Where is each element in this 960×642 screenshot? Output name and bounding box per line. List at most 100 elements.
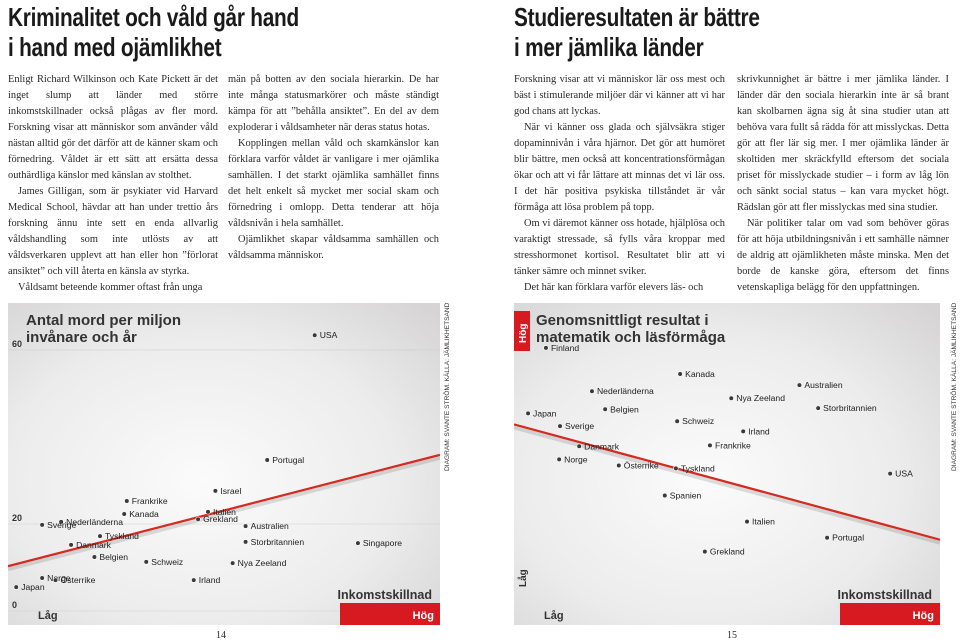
point-label: Kanada <box>129 509 159 519</box>
point-label: USA <box>895 469 913 479</box>
x-axis-title: Inkomstskillnad <box>838 588 932 602</box>
data-point <box>243 539 249 545</box>
title-line: Studieresultaten är bättre <box>514 2 760 32</box>
point-label: Portugal <box>272 455 304 465</box>
point-label: Nederländerna <box>597 386 654 396</box>
data-point <box>525 410 531 416</box>
credit: DIAGRAM: SVANTE STRÖM. KÄLLA: JÄMLIKHETS… <box>950 303 958 471</box>
point-label: Sverige <box>47 520 76 530</box>
paragraph: skrivkunnighet är bättre i mer jämlika l… <box>737 74 949 213</box>
text-column: Forskning visar att vi människor lär oss… <box>514 72 725 296</box>
data-point <box>264 457 270 463</box>
data-point <box>673 465 679 471</box>
data-point <box>815 405 821 411</box>
point-label: Japan <box>533 408 557 418</box>
point-label: Österrike <box>624 460 659 470</box>
paragraph: Det här kan förklara varför elevers läs-… <box>524 282 704 293</box>
paragraph: Forskning visar att vi människor lär oss… <box>514 74 725 117</box>
point-label: Danmark <box>76 540 112 550</box>
data-point <box>728 395 734 401</box>
paragraph: Våldsamt beteende kommer oftast från ung… <box>18 282 203 293</box>
point-label: Grekland <box>710 547 745 557</box>
data-point <box>589 388 595 394</box>
point-label: Kanada <box>685 369 715 379</box>
data-point <box>796 382 803 388</box>
data-point <box>602 406 608 412</box>
point-label: Danmark <box>584 441 620 451</box>
point-label: Nya Zeeland <box>238 558 287 568</box>
point-label: Australien <box>804 380 842 390</box>
data-point <box>557 423 563 429</box>
x-high-band <box>340 603 440 625</box>
point-label: Storbritannien <box>251 537 305 547</box>
point-label: Australien <box>251 521 289 531</box>
page-number: 14 <box>216 630 226 641</box>
point-label: Irland <box>199 575 221 585</box>
chart-title: Antal mord per miljon <box>26 312 181 329</box>
point-label: Finland <box>551 343 579 353</box>
data-point <box>702 549 708 555</box>
paragraph: män på botten av den sociala hierarkin. … <box>228 74 439 133</box>
plot-background <box>514 303 940 625</box>
data-point <box>97 533 103 539</box>
data-point <box>58 519 64 525</box>
paragraph: När vi känner oss glada och självsäkra s… <box>514 122 725 213</box>
point-label: Singapore <box>363 538 402 548</box>
title-line: i hand med ojämlikhet <box>8 32 222 62</box>
trend-line <box>8 453 440 568</box>
chart-title: Genomsnittligt resultat i <box>536 312 709 329</box>
paragraph: Om vi däremot känner oss hotade, hjälplö… <box>514 218 725 277</box>
point-label: Schweiz <box>151 557 183 567</box>
y-low-label: Låg <box>517 569 529 587</box>
y-high-label: Hög <box>518 324 529 343</box>
data-point <box>13 584 19 590</box>
data-point <box>543 345 549 351</box>
data-point <box>52 577 59 583</box>
x-axis-title: Inkomstskillnad <box>338 588 432 602</box>
trend-shadow <box>8 455 440 572</box>
credit: DIAGRAM: SVANTE STRÖM. KÄLLA: JÄMLIKHETS… <box>443 303 451 471</box>
credit-box: DIAGRAM: SVANTE STRÖM. KÄLLA: JÄMLIKHETS… <box>443 303 451 471</box>
point-label: Sverige <box>565 421 594 431</box>
point-label: Nederländerna <box>66 517 123 527</box>
point-label: Storbritannien <box>823 403 877 413</box>
x-low-label: Låg <box>544 610 564 622</box>
text-column: män på botten av den sociala hierarkin. … <box>228 72 439 264</box>
data-point <box>677 371 683 377</box>
data-point <box>355 540 361 546</box>
page-number: 15 <box>727 630 737 641</box>
point-label: USA <box>320 330 338 340</box>
chart-title: invånare och år <box>26 329 137 346</box>
data-point <box>39 575 45 581</box>
data-point <box>674 418 680 424</box>
data-point <box>230 560 236 566</box>
paragraph: Kopplingen mellan våld och skamkänslor k… <box>228 138 439 229</box>
text-column: skrivkunnighet är bättre i mer jämlika l… <box>737 72 949 296</box>
data-point <box>124 498 130 504</box>
data-point <box>68 542 74 548</box>
point-label: Belgien <box>610 404 639 414</box>
point-label: Italien <box>213 507 236 517</box>
x-high-label: Hög <box>913 610 934 622</box>
point-label: Grekland <box>203 514 238 524</box>
data-point <box>887 471 893 477</box>
paragraph: Enligt Richard Wilkinson och Kate Picket… <box>8 74 218 181</box>
data-point <box>143 559 149 565</box>
data-point <box>205 509 211 515</box>
x-high-band <box>840 603 940 625</box>
data-point <box>707 442 713 448</box>
point-label: Irland <box>748 426 770 436</box>
x-high-label: Hög <box>413 610 434 622</box>
point-label: Portugal <box>832 533 864 543</box>
paragraph: Ojämlikhet skapar våldsamma samhällen oc… <box>228 234 439 261</box>
y-tick-label: 60 <box>12 339 22 349</box>
point-label: Frankrike <box>132 496 168 506</box>
point-label: Tyskland <box>681 463 715 473</box>
point-label: Norge <box>564 454 588 464</box>
data-point <box>662 492 668 499</box>
trend-line <box>514 423 940 541</box>
data-point <box>556 456 562 462</box>
